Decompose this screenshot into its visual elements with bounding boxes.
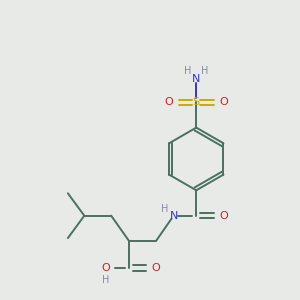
Text: N: N — [170, 211, 178, 221]
Text: H: H — [184, 67, 192, 76]
Text: O: O — [164, 97, 173, 107]
Text: O: O — [219, 211, 228, 221]
Text: N: N — [192, 74, 200, 84]
Text: H: H — [201, 67, 208, 76]
Text: H: H — [161, 204, 169, 214]
Text: O: O — [101, 263, 110, 273]
Text: H: H — [102, 275, 110, 285]
Text: O: O — [152, 263, 160, 273]
Text: S: S — [193, 97, 200, 107]
Text: O: O — [219, 97, 228, 107]
